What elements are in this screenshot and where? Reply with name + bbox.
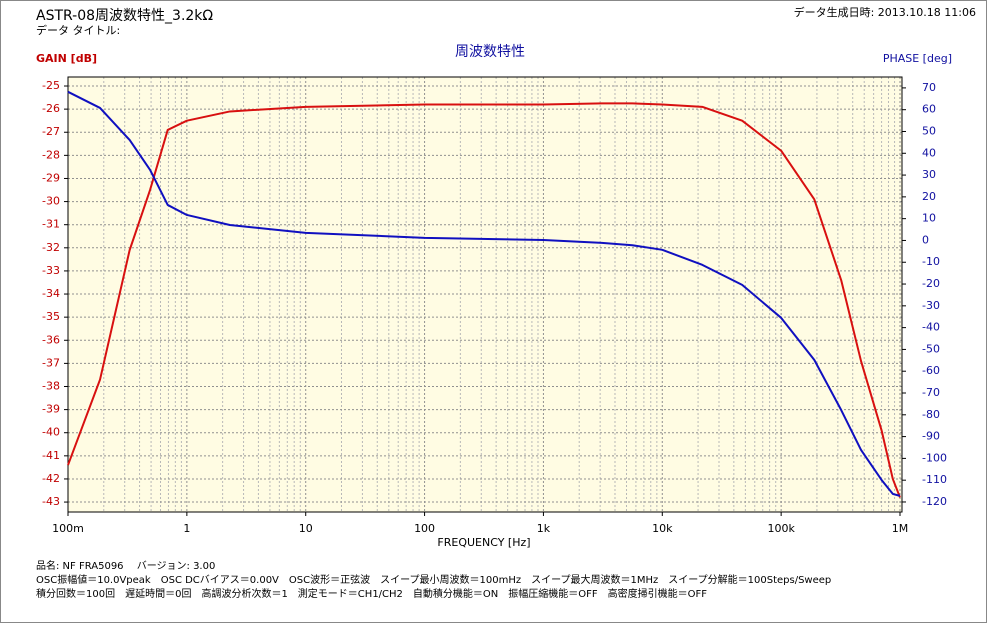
y-tick-label: -40	[42, 426, 60, 439]
data-title: データ タイトル:	[36, 23, 120, 37]
y-tick-label: -42	[42, 472, 60, 485]
x-tick-label: 1M	[892, 522, 909, 535]
x-tick-label: 100m	[52, 522, 84, 535]
y2-tick-label: -20	[922, 277, 940, 290]
y-tick-label: -38	[42, 379, 60, 392]
page-title: ASTR-08周波数特性_3.2kΩ	[36, 8, 213, 24]
y2-tick-label: -40	[922, 321, 940, 334]
x-tick-label: 100	[414, 522, 435, 535]
y2-tick-label: 60	[922, 103, 936, 116]
y-tick-label: -41	[42, 449, 60, 462]
x-tick-label: 10k	[652, 522, 673, 535]
series-line	[67, 90, 901, 497]
y2-tick-label: -50	[922, 342, 940, 355]
y-tick-label: -37	[42, 356, 60, 369]
y-tick-label: -29	[42, 171, 60, 184]
y-tick-label: -33	[42, 264, 60, 277]
y-tick-label: -30	[42, 195, 60, 208]
y-tick-label: -43	[42, 495, 60, 508]
y2-tick-label: 30	[922, 168, 936, 181]
y2-tick-label: -70	[922, 386, 940, 399]
y2-tick-label: 50	[922, 124, 936, 137]
y2-tick-label: 0	[922, 233, 929, 246]
y-tick-label: -31	[42, 218, 60, 231]
y2-tick-label: 70	[922, 81, 936, 94]
series-line	[67, 102, 901, 498]
y2-tick-label: -90	[922, 430, 940, 443]
y2-tick-label: -110	[922, 473, 947, 486]
y2-axis-label: PHASE [deg]	[883, 52, 952, 65]
footer-line: 品名: NF FRA5096 バージョン: 3.00	[36, 559, 215, 572]
y-tick-label: -39	[42, 403, 60, 416]
timestamp: データ生成日時: 2013.10.18 11:06	[794, 5, 976, 19]
footer-line: 積分回数＝100回 遅延時間＝0回 高調波分析次数＝1 測定モード＝CH1/CH…	[36, 587, 707, 600]
x-tick-label: 100k	[767, 522, 795, 535]
y-tick-label: -27	[42, 125, 60, 138]
y-tick-label: -34	[42, 287, 60, 300]
y2-tick-label: 10	[922, 212, 936, 225]
y2-tick-label: -60	[922, 364, 940, 377]
y2-tick-label: -100	[922, 451, 947, 464]
x-tick-label: 1k	[537, 522, 551, 535]
y-tick-label: -26	[42, 102, 60, 115]
footer-line: OSC振幅値＝10.0Vpeak OSC DCバイアス＝0.00V OSC波形＝…	[36, 573, 831, 586]
plot-frame	[67, 76, 903, 513]
x-tick-label: 10	[299, 522, 313, 535]
y2-tick-label: -10	[922, 255, 940, 268]
y2-tick-label: 20	[922, 190, 936, 203]
y-tick-label: -28	[42, 148, 60, 161]
x-axis-label: FREQUENCY [Hz]	[437, 536, 530, 549]
y-tick-label: -35	[42, 310, 60, 323]
x-tick-label: 1	[183, 522, 190, 535]
y-tick-label: -36	[42, 333, 60, 346]
y2-tick-label: 40	[922, 146, 936, 159]
y2-tick-label: -80	[922, 408, 940, 421]
chart-title: 周波数特性	[455, 44, 525, 60]
y2-tick-label: -30	[922, 299, 940, 312]
y2-tick-label: -120	[922, 495, 947, 508]
y-tick-label: -32	[42, 241, 60, 254]
y-tick-label: -25	[42, 79, 60, 92]
y-axis-label: GAIN [dB]	[36, 52, 97, 65]
